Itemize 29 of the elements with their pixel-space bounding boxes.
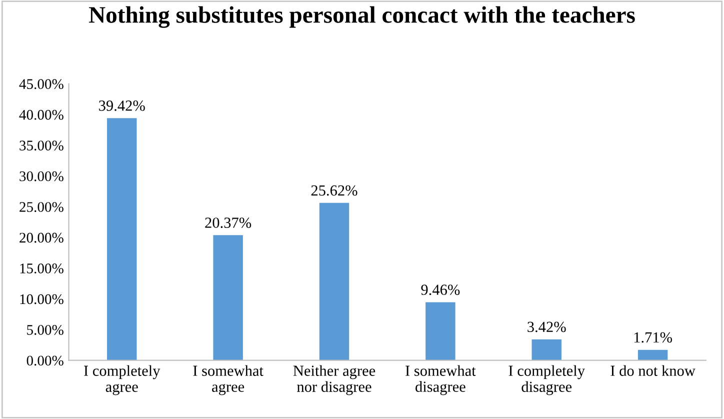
y-tick-label: 10.00%: [20, 294, 64, 304]
y-tick-label: 20.00%: [20, 232, 64, 243]
bar: [319, 202, 350, 360]
x-tick-label: Neither agree nor disagree: [293, 365, 376, 396]
y-tick-label: 45.00%: [19, 79, 64, 90]
data-label: 25.62%: [311, 185, 358, 196]
data-label: 39.42%: [99, 100, 145, 111]
data-label: 20.37%: [205, 218, 252, 228]
y-tick-label: 25.00%: [20, 202, 64, 212]
data-label: 1.71%: [634, 332, 672, 343]
x-tick-label: I somewhat disagree: [406, 365, 476, 396]
bar: [213, 235, 243, 360]
y-tick-label: 35.00%: [20, 140, 64, 151]
y-tick-label: 15.00%: [20, 264, 64, 274]
y-tick-label: 0.00%: [26, 356, 64, 366]
y-tick-label: 5.00%: [27, 324, 64, 335]
x-tick-label: I somewhat agree: [193, 365, 264, 396]
x-tick-label: I do not know: [610, 365, 696, 376]
data-label: 3.42%: [528, 322, 566, 332]
bar: [532, 339, 562, 360]
chart-title: Nothing substitutes personal concact with the teachers: [88, 6, 635, 28]
x-tick-label: I completely disagree: [508, 365, 585, 396]
bar: [107, 118, 137, 360]
data-label: 9.46%: [421, 284, 460, 295]
x-tick-label: I completely agree: [84, 365, 160, 396]
y-tick-label: 40.00%: [19, 110, 64, 120]
y-tick-label: 30.00%: [20, 171, 64, 182]
bar: [426, 302, 456, 360]
bar: [638, 350, 668, 360]
